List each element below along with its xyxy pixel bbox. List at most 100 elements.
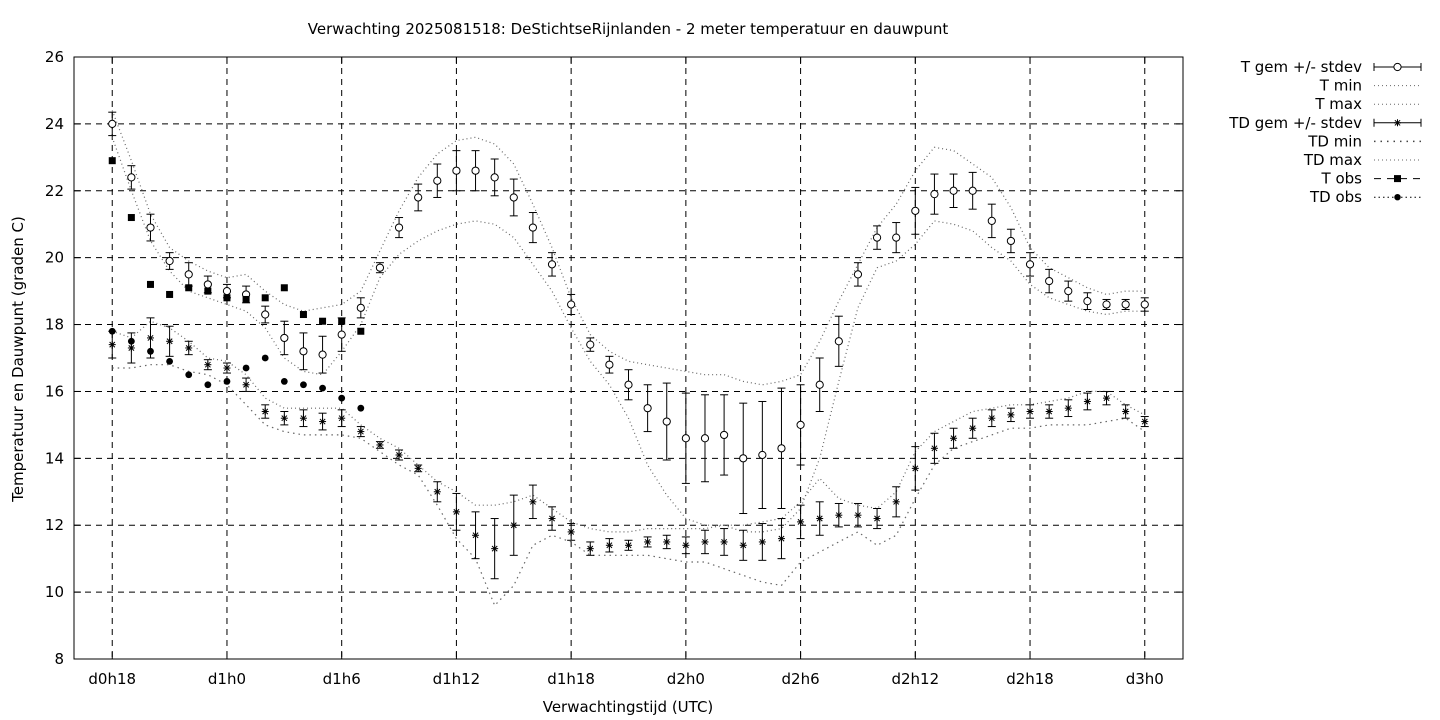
td-mean-point — [873, 515, 881, 523]
t-mean-point — [815, 380, 824, 389]
td-mean-point — [319, 418, 327, 426]
t-mean-point — [1121, 300, 1130, 309]
t-mean-series — [108, 111, 1149, 515]
y-tick-label: 14 — [45, 449, 64, 467]
t-obs-point — [338, 317, 346, 325]
t-mean-point — [872, 233, 882, 242]
td-mean-point — [1064, 404, 1072, 412]
legend-label: T obs — [1321, 170, 1363, 188]
t-mean-point — [299, 347, 308, 356]
td-mean-point — [911, 464, 919, 472]
td-obs-point — [147, 347, 154, 355]
t-mean-point — [471, 166, 480, 175]
x-tick-label: d1h12 — [433, 670, 481, 688]
td-mean-point — [529, 498, 537, 506]
td-mean-point — [491, 545, 499, 553]
t-mean-point — [184, 270, 193, 279]
td-mean-point — [433, 488, 441, 496]
t-mean-point — [280, 333, 289, 343]
t-obs-point — [357, 327, 365, 335]
legend-entry: TD obs — [1309, 188, 1421, 206]
td-obs-point — [108, 327, 116, 335]
td-obs-point — [204, 381, 212, 389]
t-obs-series — [108, 157, 365, 335]
legend-marker — [1394, 194, 1401, 201]
t-max-line — [111, 110, 1145, 386]
td-obs-point — [185, 371, 193, 379]
t-mean-point — [222, 287, 232, 296]
x-tick-label: d2h6 — [782, 670, 820, 688]
t-min-line — [111, 137, 1145, 533]
td-obs-point — [338, 394, 346, 402]
td-mean-point — [605, 541, 613, 549]
t-obs-point — [127, 214, 135, 222]
t-mean-point — [452, 166, 461, 175]
td-obs-series — [108, 327, 365, 412]
legend-marker — [1394, 119, 1401, 127]
td-mean-point — [758, 538, 766, 546]
td-mean-point — [663, 538, 671, 546]
t-mean-point — [796, 420, 805, 429]
td-mean-point — [739, 541, 747, 549]
td-mean-point — [223, 364, 231, 372]
td-mean-point — [777, 535, 785, 543]
td-obs-point — [261, 354, 269, 362]
t-mean-point — [509, 193, 518, 202]
t-mean-point — [643, 404, 652, 413]
legend-label: TD min — [1307, 132, 1362, 150]
td-mean-point — [835, 511, 843, 519]
t-obs-point — [146, 280, 154, 288]
legend-marker — [1394, 175, 1401, 183]
t-mean-point — [949, 186, 958, 195]
td-mean-point — [472, 531, 480, 539]
td-mean-point — [204, 361, 212, 369]
legend-label: T gem +/- stdev — [1240, 58, 1362, 76]
t-mean-point — [662, 417, 671, 426]
td-mean-point — [166, 337, 174, 345]
t-mean-point — [108, 119, 117, 128]
td-obs-point — [300, 381, 307, 389]
td-mean-point — [930, 444, 938, 452]
t-mean-point — [681, 434, 690, 443]
td-obs-point — [357, 404, 365, 412]
t-mean-point — [739, 454, 748, 463]
legend-label: TD max — [1303, 151, 1362, 169]
t-mean-point — [911, 206, 920, 215]
legend-label: T min — [1319, 77, 1362, 95]
t-mean-point — [1102, 300, 1111, 309]
legend-entry: TD max — [1303, 151, 1421, 169]
td-mean-point — [280, 414, 288, 422]
t-mean-point — [127, 173, 136, 182]
t-mean-point — [1025, 260, 1035, 269]
t-mean-point — [1064, 287, 1073, 296]
t-mean-point — [586, 340, 595, 349]
t-mean-point — [356, 303, 365, 312]
td-mean-point — [988, 414, 996, 422]
legend-label: T max — [1314, 95, 1362, 113]
t-mean-point — [165, 256, 174, 266]
td-mean-point — [644, 538, 652, 546]
y-tick-label: 24 — [45, 115, 64, 133]
t-mean-point — [414, 193, 423, 202]
td-mean-point — [720, 538, 728, 546]
legend-entry: T max — [1314, 95, 1421, 113]
t-mean-point — [337, 330, 346, 339]
t-mean-point — [700, 434, 710, 443]
t-obs-point — [166, 290, 174, 298]
td-mean-point — [1007, 411, 1015, 419]
td-mean-point — [682, 541, 690, 549]
td-min-line — [112, 364, 1146, 607]
x-tick-label: d1h6 — [323, 670, 361, 688]
x-axis-label: Verwachtingstijd (UTC) — [543, 698, 714, 716]
legend-entry: T min — [1319, 77, 1421, 95]
y-tick-label: 22 — [45, 182, 64, 200]
legend-entry: T gem +/- stdev — [1240, 58, 1422, 76]
t-mean-point — [892, 233, 901, 242]
td-obs-point — [223, 378, 231, 385]
t-obs-point — [185, 284, 193, 292]
grid-lines — [74, 57, 1183, 659]
t-mean-point — [567, 300, 576, 309]
x-tick-label: d1h0 — [208, 670, 246, 688]
t-obs-point — [223, 294, 231, 302]
